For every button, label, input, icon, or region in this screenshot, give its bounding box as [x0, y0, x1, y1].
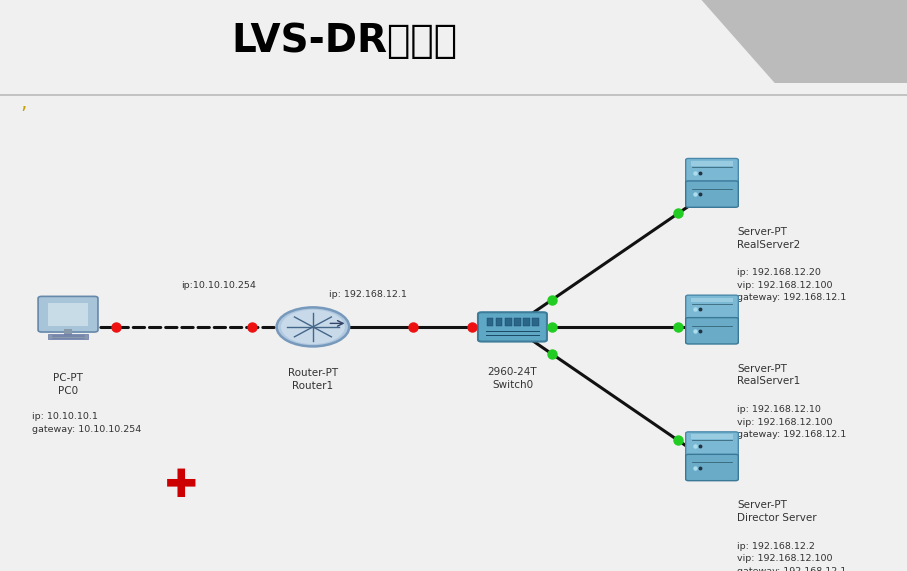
- FancyBboxPatch shape: [686, 295, 738, 324]
- FancyBboxPatch shape: [686, 181, 738, 207]
- Bar: [691, 435, 733, 439]
- Bar: [514, 318, 521, 326]
- FancyBboxPatch shape: [686, 455, 738, 481]
- Circle shape: [277, 307, 349, 347]
- Text: ip: 192.168.12.10
vip: 192.168.12.100
gateway: 192.168.12.1: ip: 192.168.12.10 vip: 192.168.12.100 ga…: [737, 405, 846, 439]
- Bar: [64, 329, 72, 335]
- Text: ip: 10.10.10.1
gateway: 10.10.10.254: ip: 10.10.10.1 gateway: 10.10.10.254: [32, 412, 141, 434]
- Text: Server-PT
RealServer2: Server-PT RealServer2: [737, 227, 801, 250]
- Bar: [48, 334, 88, 339]
- Bar: [487, 318, 493, 326]
- Text: ip: 192.168.12.20
vip: 192.168.12.100
gateway: 192.168.12.1: ip: 192.168.12.20 vip: 192.168.12.100 ga…: [737, 268, 846, 302]
- Bar: [48, 303, 88, 326]
- Bar: [691, 297, 733, 303]
- FancyBboxPatch shape: [686, 159, 738, 187]
- Circle shape: [281, 309, 345, 344]
- FancyBboxPatch shape: [686, 432, 738, 460]
- FancyBboxPatch shape: [38, 296, 98, 332]
- Text: Server-PT
RealServer1: Server-PT RealServer1: [737, 364, 801, 387]
- Text: Server-PT
Director Server: Server-PT Director Server: [737, 500, 817, 523]
- Text: ip:10.10.10.254: ip:10.10.10.254: [181, 282, 257, 290]
- Text: PC-PT
PC0: PC-PT PC0: [54, 373, 83, 396]
- Text: ✚: ✚: [165, 467, 198, 505]
- Text: ip: 192.168.12.1: ip: 192.168.12.1: [329, 289, 407, 299]
- FancyBboxPatch shape: [478, 312, 547, 341]
- Polygon shape: [698, 0, 907, 90]
- Text: ip: 192.168.12.2
vip: 192.168.12.100
gateway: 192.168.12.1: ip: 192.168.12.2 vip: 192.168.12.100 gat…: [737, 542, 846, 571]
- Text: 2960-24T
Switch0: 2960-24T Switch0: [488, 367, 537, 390]
- Bar: [505, 318, 512, 326]
- Bar: [532, 318, 539, 326]
- FancyBboxPatch shape: [686, 317, 738, 344]
- Bar: [496, 318, 502, 326]
- Bar: [523, 318, 530, 326]
- Text: LVS-DR示意图: LVS-DR示意图: [231, 22, 458, 61]
- Bar: [691, 161, 733, 166]
- Text: ’: ’: [20, 104, 26, 124]
- Text: Router-PT
Router1: Router-PT Router1: [288, 368, 338, 391]
